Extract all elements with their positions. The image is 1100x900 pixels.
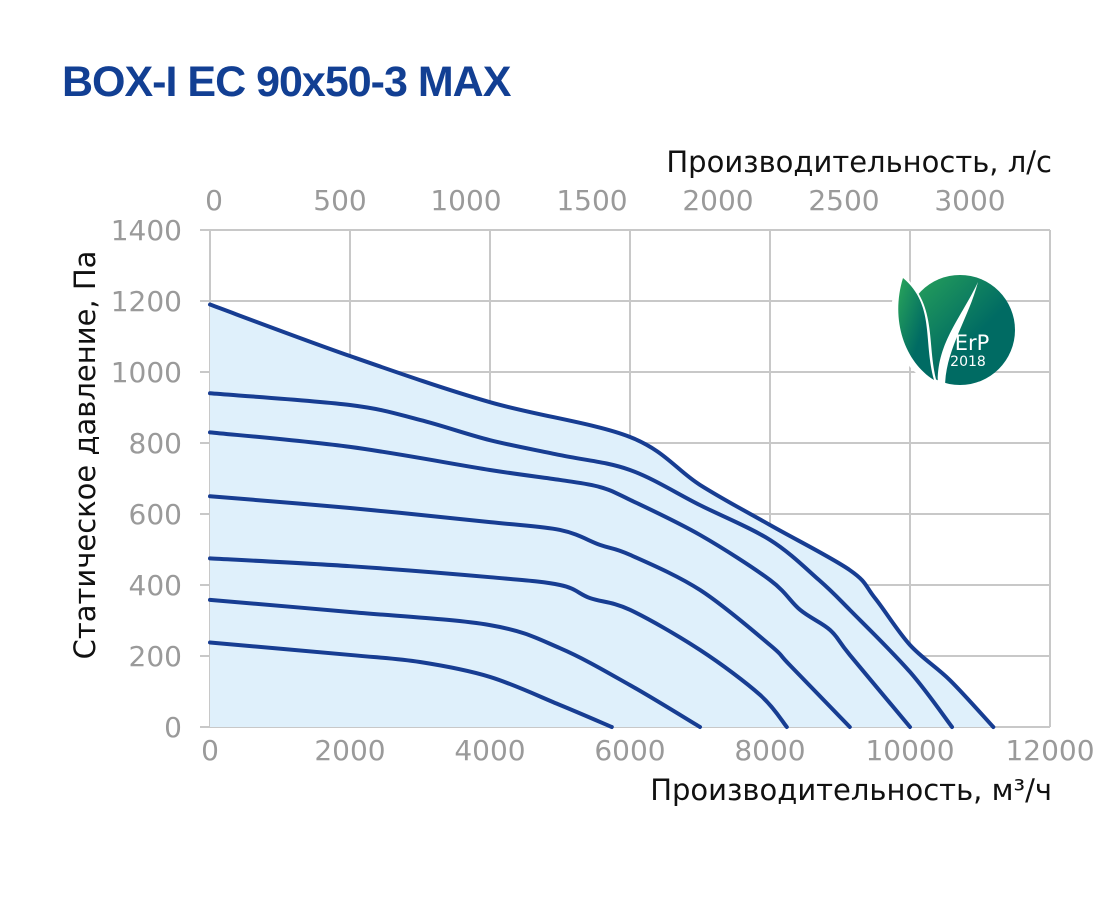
x2-tick-label: 0 [205, 184, 223, 217]
x-tick-label: 8000 [734, 734, 805, 767]
y-tick-label: 1400 [111, 214, 182, 247]
chart-title: BOX-I EC 90x50-3 MAX [62, 58, 511, 106]
logo-year: 2018 [950, 354, 986, 370]
erp-2018-logo: ErP 2018 [891, 272, 1015, 388]
x2-tick-label: 3000 [934, 184, 1005, 217]
performance-curve-7 [208, 640, 614, 729]
x2-tick-label: 500 [313, 184, 366, 217]
x2-axis-label: Производительность, л/с [666, 145, 1052, 179]
performance-curve-3 [208, 430, 912, 729]
y-tick-label: 1200 [111, 285, 182, 318]
performance-curve-1 [208, 302, 996, 729]
y-axis-label: Статическое давление, Па [68, 251, 102, 660]
x-tick-label: 10000 [865, 734, 954, 767]
y-tick-label: 0 [164, 711, 182, 744]
x-tick-label: 12000 [1005, 734, 1094, 767]
x2-tick-label: 1500 [556, 184, 627, 217]
x-tick-label: 0 [201, 734, 219, 767]
x-axis-label: Производительность, м³/ч [650, 773, 1052, 807]
performance-curve-5 [208, 556, 789, 729]
logo-text: ErP [955, 331, 990, 355]
x-tick-label: 2000 [314, 734, 385, 767]
y-tick-label: 200 [129, 640, 182, 673]
x2-tick-label: 2500 [808, 184, 879, 217]
y-tick-label: 600 [129, 498, 182, 531]
performance-curve-6 [208, 597, 702, 729]
y-tick-label: 400 [129, 569, 182, 602]
x2-tick-label: 1000 [430, 184, 501, 217]
performance-curve-2 [208, 391, 954, 729]
x-tick-label: 6000 [594, 734, 665, 767]
performance-curve-4 [208, 494, 852, 729]
x-tick-label: 4000 [454, 734, 525, 767]
y-tick-label: 1000 [111, 356, 182, 389]
y-tick-label: 800 [129, 427, 182, 460]
operating-area-fill [210, 304, 994, 727]
x2-tick-label: 2000 [682, 184, 753, 217]
